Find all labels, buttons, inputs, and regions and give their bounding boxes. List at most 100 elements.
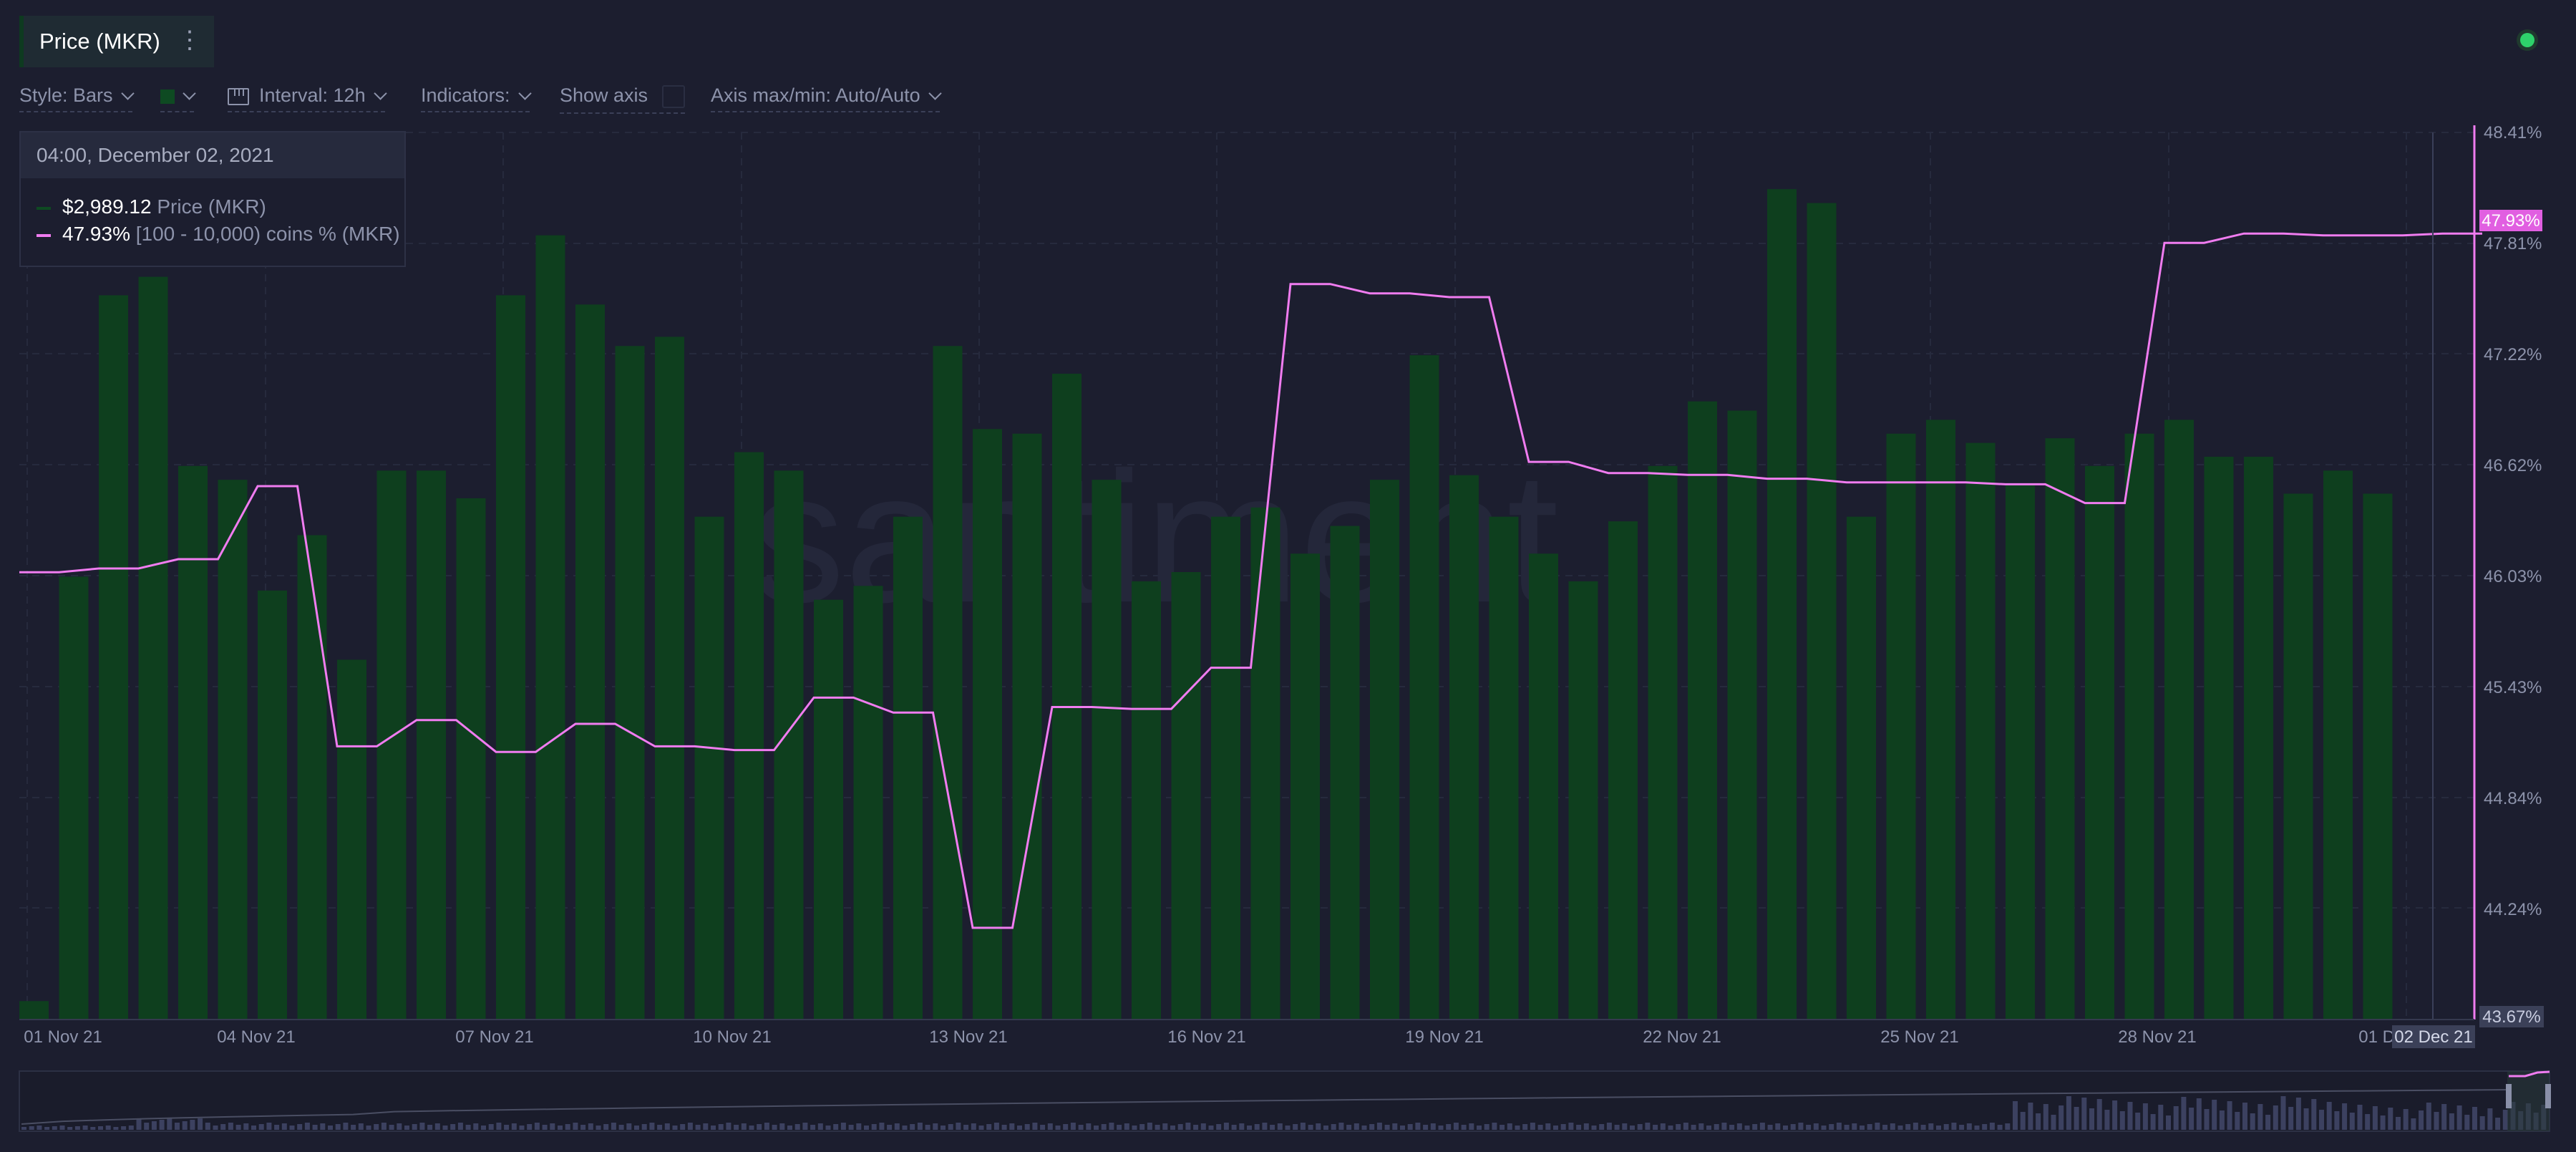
navigator-bar bbox=[412, 1124, 417, 1130]
price-bar bbox=[1767, 189, 1797, 1020]
navigator-selection[interactable] bbox=[2507, 1071, 2550, 1131]
navigator-bar bbox=[1055, 1126, 1061, 1130]
show-axis-checkbox[interactable] bbox=[662, 84, 686, 108]
navigator-bar bbox=[228, 1123, 233, 1130]
interval-label: Interval: 12h bbox=[259, 84, 366, 106]
price-bar bbox=[1330, 526, 1360, 1020]
navigator-bar bbox=[2089, 1108, 2094, 1130]
navigator-bar bbox=[2380, 1115, 2386, 1130]
price-bar bbox=[933, 346, 963, 1020]
price-bar bbox=[2124, 433, 2154, 1020]
price-bar bbox=[1291, 553, 1320, 1020]
navigator-bar bbox=[1407, 1124, 1413, 1130]
navigator-bar bbox=[1545, 1123, 1551, 1130]
last-value-badge: 47.93% bbox=[2479, 210, 2542, 231]
navigator-bar bbox=[374, 1124, 379, 1130]
x-tick-label: 16 Nov 21 bbox=[1167, 1027, 1245, 1047]
show-axis-toggle[interactable]: Show axis bbox=[560, 84, 686, 114]
navigator-bar bbox=[1477, 1126, 1482, 1130]
indicators-dropdown[interactable]: Indicators: bbox=[421, 84, 532, 112]
navigator-bar bbox=[2242, 1103, 2247, 1130]
navigator-bar bbox=[1852, 1123, 1857, 1130]
navigator-bar bbox=[2295, 1098, 2301, 1130]
navigator-bar bbox=[442, 1126, 448, 1130]
navigator-left-handle[interactable] bbox=[2506, 1084, 2512, 1108]
navigator-bar bbox=[956, 1123, 961, 1130]
style-dropdown[interactable]: Style: Bars bbox=[19, 84, 135, 112]
navigator-bar bbox=[2280, 1096, 2286, 1130]
navigator-bar bbox=[1200, 1123, 1206, 1130]
navigator-bar bbox=[1599, 1124, 1605, 1130]
navigator-bar bbox=[404, 1126, 409, 1130]
navigator-bar bbox=[1484, 1124, 1489, 1130]
navigator-bar bbox=[519, 1126, 525, 1130]
navigator-bar bbox=[151, 1121, 157, 1130]
navigator-bar bbox=[757, 1124, 762, 1130]
navigator-bar bbox=[1162, 1123, 1168, 1130]
navigator-bar bbox=[802, 1123, 808, 1130]
navigator-bar bbox=[450, 1124, 456, 1130]
navigator-bar bbox=[580, 1125, 586, 1130]
navigator-bar bbox=[2273, 1105, 2278, 1130]
navigator-bar bbox=[2158, 1105, 2164, 1130]
price-bar bbox=[138, 276, 168, 1020]
y-tick-label: 45.43% bbox=[2484, 678, 2542, 697]
x-tick-label: 04 Nov 21 bbox=[217, 1027, 295, 1047]
navigator-bar bbox=[1507, 1123, 1512, 1130]
navigator-bar bbox=[1423, 1125, 1429, 1130]
navigator-bar bbox=[1316, 1123, 1321, 1130]
navigator-bar bbox=[810, 1125, 816, 1130]
price-bar bbox=[575, 304, 605, 1020]
navigator-bar bbox=[1790, 1124, 1796, 1130]
navigator-bar bbox=[1262, 1123, 1268, 1130]
tooltip-row-coins: 47.93% [100 - 10,000) coins % (MKR) bbox=[37, 223, 400, 246]
navigator-bar bbox=[1920, 1125, 1926, 1130]
navigator-bar bbox=[2043, 1104, 2048, 1130]
navigator-bar bbox=[496, 1123, 502, 1130]
navigator-bar bbox=[864, 1126, 869, 1130]
navigator-bar bbox=[695, 1125, 701, 1130]
navigator-bar bbox=[2135, 1113, 2141, 1130]
navigator-bar bbox=[1882, 1125, 1888, 1130]
navigator-right-handle[interactable] bbox=[2545, 1084, 2551, 1108]
navigator-bar bbox=[389, 1125, 394, 1130]
navigator-bar bbox=[243, 1123, 249, 1130]
navigator-bar bbox=[44, 1127, 50, 1130]
interval-dropdown[interactable]: Interval: 12h bbox=[228, 84, 387, 112]
navigator-bar bbox=[1959, 1125, 1965, 1130]
live-status-dot bbox=[2520, 33, 2534, 47]
price-bar bbox=[1568, 581, 1598, 1020]
navigator-bar bbox=[1974, 1126, 1980, 1130]
navigator-bar bbox=[741, 1123, 747, 1130]
navigator-bar bbox=[74, 1126, 80, 1130]
color-dropdown[interactable] bbox=[160, 84, 196, 112]
navigator-bar bbox=[312, 1125, 318, 1130]
navigator-bar bbox=[941, 1126, 946, 1130]
x-tick-label: 22 Nov 21 bbox=[1643, 1027, 1721, 1047]
tooltip-datetime: 04:00, December 02, 2021 bbox=[21, 132, 404, 178]
tooltip-coins-value: 47.93% bbox=[62, 223, 130, 245]
navigator-bar bbox=[1384, 1125, 1390, 1130]
navigator-bar bbox=[427, 1125, 433, 1130]
navigator-bar bbox=[59, 1126, 65, 1130]
navigator[interactable] bbox=[19, 1070, 2551, 1132]
navigator-bar bbox=[2150, 1114, 2156, 1130]
navigator-bar bbox=[1353, 1123, 1359, 1130]
y-tick-label: 48.41% bbox=[2484, 123, 2542, 142]
axis-minmax-dropdown[interactable]: Axis max/min: Auto/Auto bbox=[711, 84, 942, 112]
price-bar bbox=[655, 337, 684, 1020]
navigator-bar bbox=[1094, 1126, 1099, 1130]
navigator-bar bbox=[1653, 1125, 1658, 1130]
navigator-bar bbox=[1047, 1123, 1053, 1130]
navigator-bar bbox=[1040, 1125, 1046, 1130]
navigator-bar bbox=[726, 1123, 732, 1130]
chart-title-tab[interactable]: Price (MKR) ⋮ bbox=[19, 16, 214, 67]
more-menu-icon[interactable]: ⋮ bbox=[178, 26, 202, 54]
navigator-bar bbox=[1415, 1123, 1421, 1130]
price-bar bbox=[59, 576, 89, 1020]
price-bar bbox=[2323, 470, 2353, 1020]
price-bar bbox=[1965, 442, 1996, 1020]
price-bar bbox=[1370, 480, 1399, 1020]
navigator-bar bbox=[1369, 1124, 1375, 1130]
